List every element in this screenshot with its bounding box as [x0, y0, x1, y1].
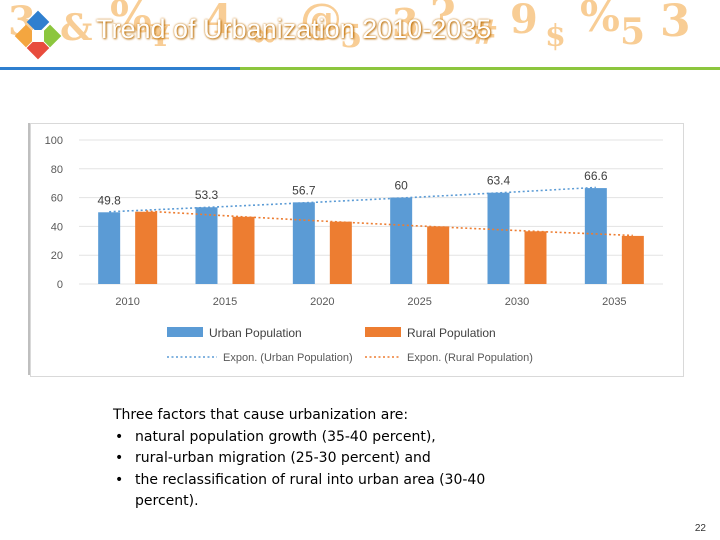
banner-stripe-green: [240, 67, 720, 70]
decorative-glyph: 9: [510, 0, 538, 43]
x-tick-label: 2035: [602, 296, 626, 308]
y-tick-label: 60: [51, 193, 63, 205]
legend-label-rural: Rural Population: [407, 326, 496, 340]
x-tick-label: 2020: [310, 296, 334, 308]
data-label: 63.4: [487, 174, 511, 188]
logo-icon: [14, 10, 62, 60]
bar-urban-population: [292, 202, 315, 284]
trendline-urban: [109, 186, 596, 213]
bar-urban-population: [584, 188, 607, 284]
decorative-glyph: &: [60, 7, 93, 49]
factor-item: the reclassification of rural into urban…: [113, 470, 533, 513]
legend-label-trend-rural: Expon. (Rural Population): [407, 352, 533, 364]
factor-item: natural population growth (35-40 percent…: [113, 427, 533, 449]
x-tick-label: 2030: [505, 296, 529, 308]
decorative-glyph: 3: [392, 0, 419, 45]
y-tick-label: 20: [51, 250, 63, 262]
bar-rural-population: [329, 221, 352, 284]
data-label: 56.7: [292, 183, 316, 197]
data-label: 60: [394, 179, 408, 193]
factors-intro: Three factors that cause urbanization ar…: [113, 407, 409, 423]
legend-label-trend-urban: Expon. (Urban Population): [223, 352, 353, 364]
data-label: 53.3: [195, 188, 219, 202]
bar-urban-population: [487, 192, 510, 284]
factors-list: natural population growth (35-40 percent…: [113, 427, 533, 513]
decorative-glyph: 3: [660, 0, 691, 47]
y-tick-label: 0: [57, 279, 63, 291]
decorative-glyph: 4: [205, 0, 233, 43]
decorative-glyph: $: [545, 19, 566, 54]
title-banner: 3 &% ¥4 ∞ @5 3? #9 $% 5 3 Trend of Urbanization 2…: [0, 0, 720, 70]
bar-rural-population: [621, 235, 644, 284]
urbanization-chart: 0 20 40 60 80 100 49.8 2010 53.3 2015 56.7 2020 60 20…: [30, 123, 684, 377]
decorative-glyph: #: [470, 13, 499, 53]
bar-urban-population: [195, 207, 218, 284]
decorative-glyph: @: [300, 0, 342, 43]
bar-urban-population: [98, 212, 121, 284]
decorative-glyph: ?: [430, 0, 456, 41]
page-title: Trend of Urbanization 2010-2035: [96, 14, 492, 44]
banner-stripe-blue: [0, 67, 240, 70]
left-rule: [28, 123, 30, 375]
factor-item: rural-urban migration (25-30 percent) an…: [113, 448, 533, 470]
decorative-glyph: 5: [340, 17, 363, 55]
page-number: 22: [694, 523, 706, 534]
decorative-glyph: ∞: [250, 15, 279, 55]
chart-canvas: 0 20 40 60 80 100 49.8 2010 53.3 2015 56.7 2020 60 20…: [45, 135, 663, 364]
decorative-glyph: %: [110, 0, 152, 43]
legend-swatch-rural: [365, 327, 401, 337]
bar-rural-population: [427, 226, 450, 284]
y-tick-label: 100: [45, 135, 63, 147]
decorative-glyph: ¥: [150, 19, 171, 54]
bar-rural-population: [232, 216, 255, 284]
trendline-rural: [146, 210, 633, 237]
data-label: 66.6: [584, 169, 608, 183]
bar-urban-population: [390, 197, 413, 284]
decorative-glyph: %: [580, 0, 620, 41]
legend-label-urban: Urban Population: [209, 326, 302, 340]
y-tick-label: 80: [51, 164, 63, 176]
bar-rural-population: [524, 231, 547, 284]
bar-rural-population: [135, 211, 158, 284]
factors-text: Three factors that cause urbanization ar…: [113, 405, 533, 513]
x-tick-label: 2010: [115, 296, 139, 308]
legend-swatch-urban: [167, 327, 203, 337]
decorative-glyph: 5: [620, 11, 646, 53]
x-tick-label: 2015: [213, 296, 237, 308]
x-tick-label: 2025: [407, 296, 431, 308]
y-tick-label: 40: [51, 221, 63, 233]
data-label: 49.8: [97, 193, 121, 207]
